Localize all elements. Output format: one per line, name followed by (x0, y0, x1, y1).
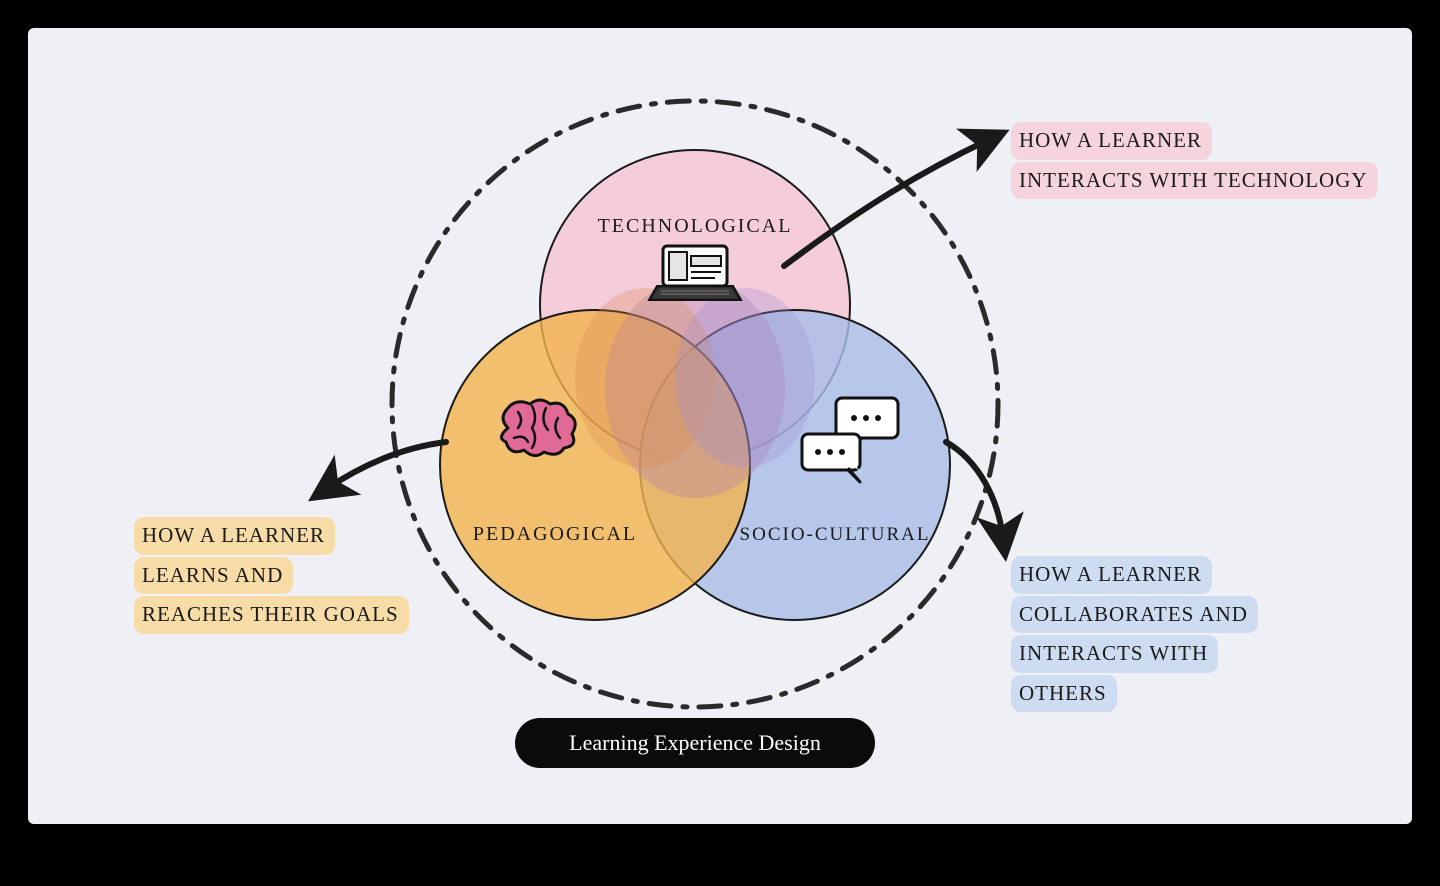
annotation-pedagogical-line2: learns and (134, 557, 293, 595)
caption-pill: Learning Experience Design (515, 718, 875, 768)
annotation-technological-line1: How a learner (1011, 122, 1212, 160)
label-pedagogical: PEDAGOGICAL (473, 523, 637, 545)
annotation-technological-line2: interacts with technology (1011, 162, 1378, 200)
annotation-socio-cultural: How a learner collaborates and interacts… (1011, 556, 1258, 714)
laptop-icon (649, 246, 741, 300)
annotation-socio-line3: interacts with (1011, 635, 1218, 673)
arrow-technological (784, 140, 988, 266)
arrow-pedagogical (328, 442, 446, 488)
label-technological: TECHNOLOGICAL (598, 215, 793, 237)
diagram-canvas: TECHNOLOGICAL PEDAGOGICAL SOCIO-CULTURAL (28, 28, 1412, 824)
label-socio-cultural: SOCIO-CULTURAL (740, 524, 931, 545)
annotation-pedagogical-line3: reaches their goals (134, 596, 409, 634)
annotation-technological: How a learner interacts with technology (1011, 122, 1378, 201)
annotation-socio-line4: others (1011, 675, 1117, 713)
annotation-pedagogical-line1: How a learner (134, 517, 335, 555)
brain-icon (501, 400, 575, 456)
caption-text: Learning Experience Design (569, 730, 821, 756)
annotation-socio-line2: collaborates and (1011, 596, 1258, 634)
annotation-pedagogical: How a learner learns and reaches their g… (134, 517, 409, 636)
annotation-socio-line1: How a learner (1011, 556, 1212, 594)
